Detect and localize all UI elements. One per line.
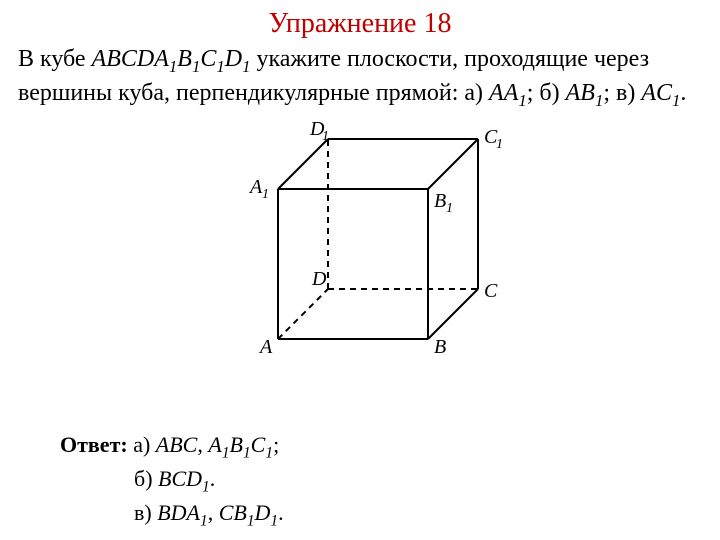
answer-b-end: . [210,466,216,491]
answer-a2-1s: 1 [222,444,230,461]
answer-a-sep: , [197,432,208,457]
svg-text:1: 1 [322,129,329,144]
answer-b-prefix: б) [134,466,158,491]
answer-c3s: 1 [270,512,278,529]
exercise-title: Упражнение 18 [0,0,720,40]
answer-c-prefix: в) [134,500,157,525]
sep-ab: ; б) [527,80,566,106]
cube-label-C: C [200,46,216,72]
answer-a-prefix: а) [128,432,156,457]
line-c: AC [641,80,672,106]
answer-a2-1: A [208,432,221,457]
svg-text:B: B [434,336,446,358]
svg-text:1: 1 [496,137,503,152]
answers-block: Ответ: а) ABC, A1B1C1; б) BCD1. в) BDA1,… [60,430,284,532]
svg-text:1: 1 [262,187,269,202]
cube-sub-3: 1 [216,57,224,76]
line-a: AA [489,80,518,106]
answer-a2-3s: 1 [265,444,273,461]
problem-prefix: В кубе [18,46,92,72]
answer-label: Ответ: [60,432,128,457]
svg-text:A: A [258,336,273,358]
cube-label-D: D [225,46,242,72]
line-b: AB [566,80,595,106]
svg-text:A: A [248,176,263,198]
answer-a2-2: B [230,432,243,457]
answer-c3: D [255,500,271,525]
answer-a2-3: C [251,432,266,457]
sep-bc: ; в) [603,80,641,106]
answer-c1s: 1 [200,512,208,529]
answer-c-sep: , [208,500,219,525]
svg-text:D: D [311,268,327,290]
cube-label-A: ABCDA [92,46,169,72]
problem-text: В кубе ABCDA1B1C1D1 укажите плоскости, п… [0,40,720,111]
answer-a2-2s: 1 [243,444,251,461]
answer-a1: ABC [156,432,198,457]
answer-c2s: 1 [247,512,255,529]
svg-text:C: C [484,280,498,302]
answer-b1: BCD [158,466,202,491]
problem-end: . [680,80,686,106]
svg-text:1: 1 [446,201,453,216]
answer-b1s: 1 [202,478,210,495]
answer-c2: CB [219,500,247,525]
answer-c1: BDA [157,500,200,525]
cube-diagram: ABCDA1B1C1D1 [210,121,510,371]
line-a-sub: 1 [518,90,526,109]
answer-a: Ответ: а) ABC, A1B1C1; [60,430,284,464]
cube-label-B: B [177,46,192,72]
answer-b: б) BCD1. [60,464,284,498]
answer-a-end: ; [273,432,279,457]
answer-c-end: . [278,500,284,525]
svg-text:B: B [434,190,446,212]
answer-c: в) BDA1, CB1D1. [60,498,284,532]
